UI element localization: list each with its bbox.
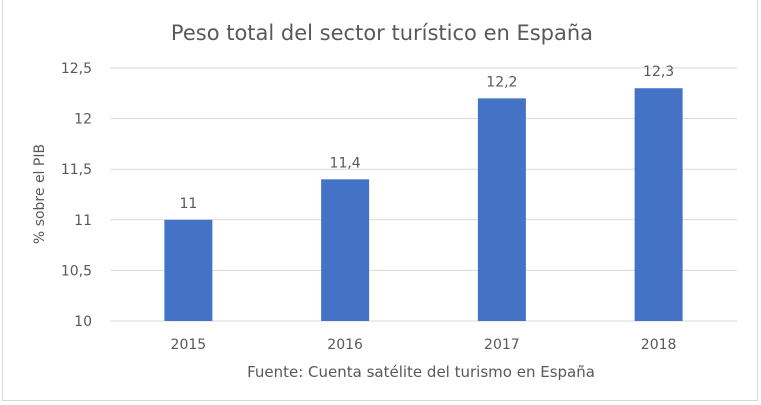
x-axis-label: Fuente: Cuenta satélite del turismo en E… — [247, 363, 595, 381]
bar — [164, 219, 213, 321]
x-tick-label: 2015 — [171, 337, 207, 353]
x-tick-label: 2018 — [641, 337, 677, 353]
data-label: 12,2 — [486, 74, 517, 90]
chart-title: Peso total del sector turístico en Españ… — [171, 21, 593, 45]
data-label: 11,4 — [330, 155, 361, 171]
data-label: 11 — [179, 196, 197, 212]
bar — [634, 88, 683, 322]
y-axis-label: % sobre el PIB — [32, 144, 48, 244]
x-tick-label: 2017 — [484, 337, 520, 353]
y-tick-label: 12 — [74, 112, 92, 128]
y-tick-label: 10,5 — [61, 263, 92, 279]
y-tick-label: 11 — [74, 213, 92, 229]
y-tick-label: 10 — [74, 314, 92, 330]
y-tick-label: 11,5 — [61, 162, 92, 178]
data-label: 12,3 — [643, 64, 674, 80]
bar — [321, 179, 370, 321]
bar — [477, 98, 526, 321]
y-tick-label: 12,5 — [61, 61, 92, 77]
x-tick-label: 2016 — [327, 337, 363, 353]
